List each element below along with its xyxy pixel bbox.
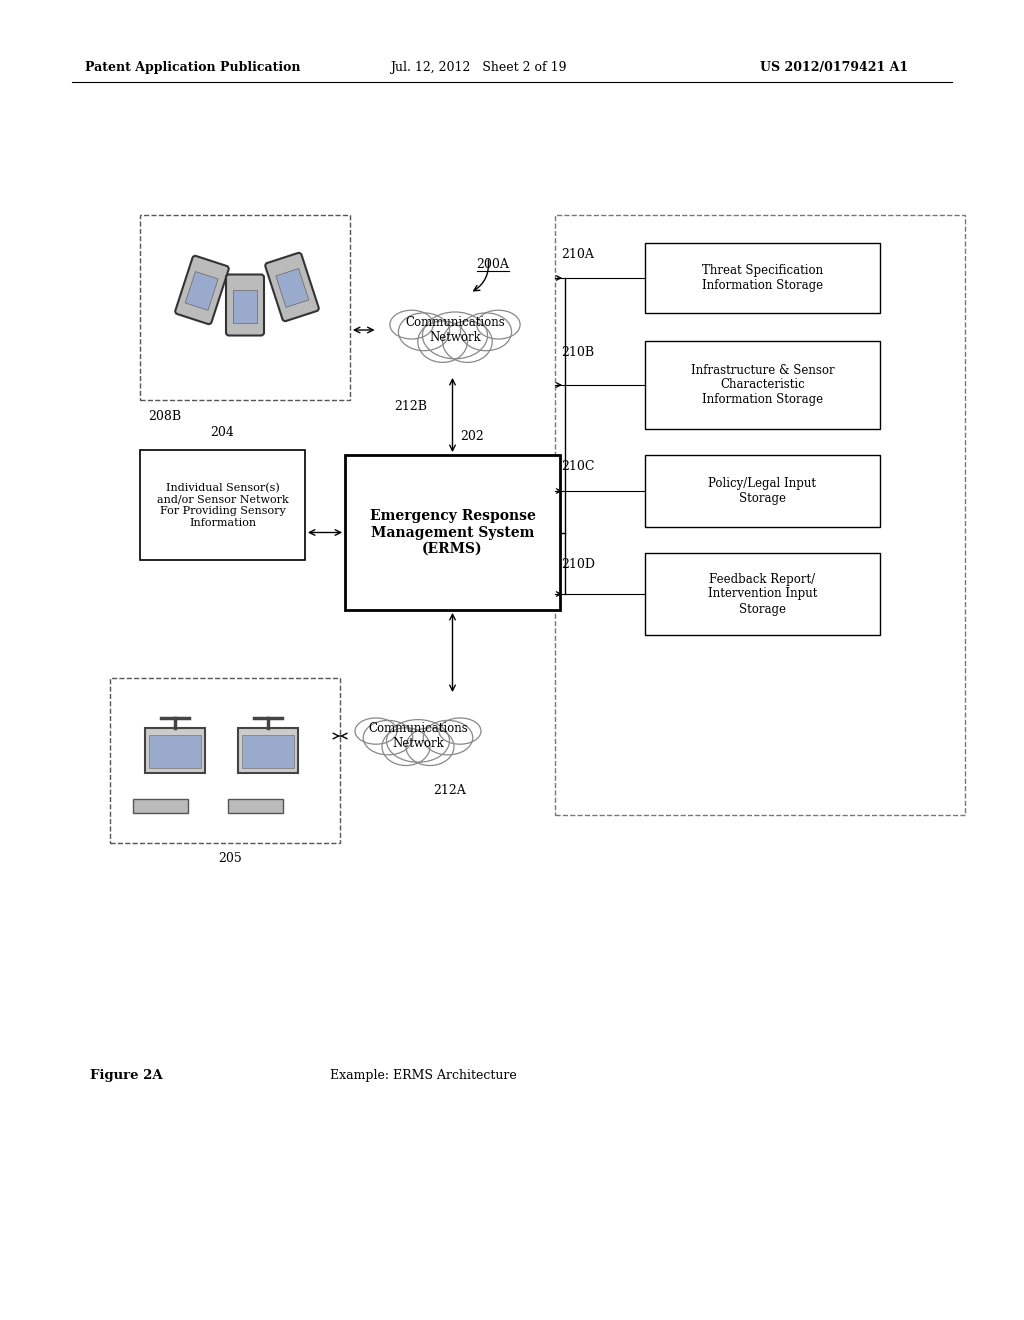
Bar [645,455,880,527]
Bar [555,215,965,814]
Bar [140,215,350,400]
Bar [110,678,340,843]
Ellipse shape [442,321,493,363]
Ellipse shape [423,721,473,755]
Text: 210D: 210D [561,558,595,572]
Text: Patent Application Publication: Patent Application Publication [85,62,300,74]
Text: Jul. 12, 2012   Sheet 2 of 19: Jul. 12, 2012 Sheet 2 of 19 [390,62,566,74]
Text: 210B: 210B [561,346,594,359]
Bar [132,799,187,813]
Text: 208B: 208B [148,409,181,422]
Text: 212B: 212B [394,400,427,413]
Text: Feedback Report/
Intervention Input
Storage: Feedback Report/ Intervention Input Stor… [708,573,817,615]
Ellipse shape [355,718,397,744]
FancyBboxPatch shape [175,256,228,325]
Ellipse shape [423,312,487,359]
Bar [238,727,298,772]
Ellipse shape [439,718,481,744]
Text: Communications
Network: Communications Network [368,722,468,750]
Text: Individual Sensor(s)
and/or Sensor Network
For Providing Sensory
Information: Individual Sensor(s) and/or Sensor Netwo… [157,482,289,528]
Text: Figure 2A: Figure 2A [90,1068,163,1081]
Text: Emergency Response
Management System
(ERMS): Emergency Response Management System (ER… [370,510,536,556]
Text: 212A: 212A [433,784,466,797]
Text: 204: 204 [211,425,234,438]
FancyBboxPatch shape [185,272,218,310]
Text: Threat Specification
Information Storage: Threat Specification Information Storage [701,264,823,292]
FancyBboxPatch shape [233,289,257,322]
Ellipse shape [382,727,430,766]
Bar [645,553,880,635]
Text: 210C: 210C [561,461,595,474]
Text: Example: ERMS Architecture: Example: ERMS Architecture [330,1068,517,1081]
Bar [345,455,560,610]
Text: 205: 205 [218,853,242,866]
Text: 200A: 200A [476,259,509,272]
Ellipse shape [477,310,520,339]
Bar [150,734,201,767]
Text: US 2012/0179421 A1: US 2012/0179421 A1 [760,62,908,74]
Bar [145,727,205,772]
Ellipse shape [418,321,467,363]
Bar [140,450,305,560]
Text: Infrastructure & Sensor
Characteristic
Information Storage: Infrastructure & Sensor Characteristic I… [690,363,835,407]
Bar [645,341,880,429]
Ellipse shape [390,310,433,339]
Text: 202: 202 [461,430,484,444]
FancyBboxPatch shape [226,275,264,335]
Ellipse shape [406,727,454,766]
Bar [242,734,294,767]
FancyBboxPatch shape [265,253,318,321]
Text: Policy/Legal Input
Storage: Policy/Legal Input Storage [709,477,816,506]
Ellipse shape [461,313,512,351]
Ellipse shape [364,721,413,755]
Ellipse shape [386,719,450,762]
Ellipse shape [398,313,450,351]
Bar [227,799,283,813]
Text: Communications
Network: Communications Network [406,315,505,345]
Bar [645,243,880,313]
Text: 210A: 210A [561,248,594,261]
FancyBboxPatch shape [275,268,309,308]
